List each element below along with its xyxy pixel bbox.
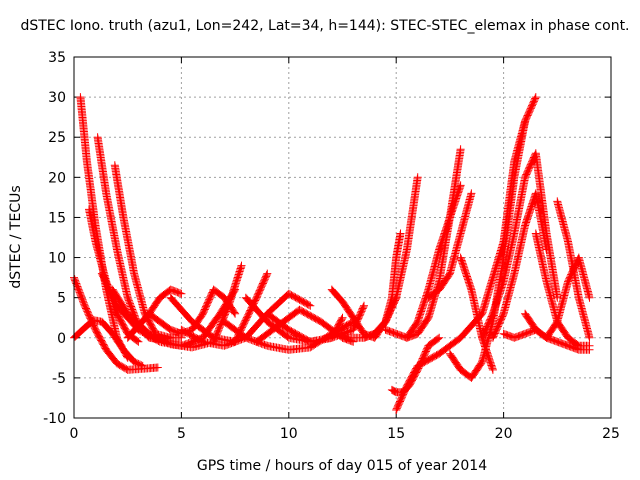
chart-title: dSTEC Iono. truth (azu1, Lon=242, Lat=34… [20, 18, 629, 34]
y-tick-label: 0 [57, 331, 66, 347]
series-layer [70, 93, 594, 414]
series-arc-32 [553, 197, 594, 342]
x-tick-label: 10 [280, 426, 298, 442]
x-tick-label: 5 [177, 426, 186, 442]
series-points [381, 145, 465, 342]
series-arc-16 [263, 309, 347, 346]
series-points [424, 189, 476, 302]
series-arc-24 [424, 189, 476, 302]
x-tick-label: 20 [495, 426, 513, 442]
y-axis-label: dSTEC / TECUs [8, 185, 24, 288]
x-axis-label: GPS time / hours of day 015 of year 2014 [197, 458, 487, 474]
series-arc-19 [360, 173, 422, 342]
series-arc-3 [93, 133, 175, 344]
x-tick-label: 25 [602, 426, 620, 442]
y-tick-label: 5 [57, 291, 66, 307]
y-tick-label: 20 [48, 170, 66, 186]
y-tick-label: 10 [48, 251, 66, 267]
y-tick-label: -10 [43, 411, 66, 427]
series-points [402, 181, 465, 342]
x-tick-label: 0 [70, 426, 79, 442]
series-points [531, 229, 594, 350]
y-tick-label: 30 [48, 90, 66, 106]
y-tick-label: 15 [48, 210, 66, 226]
series-arc-23 [402, 181, 465, 342]
series-points [93, 133, 175, 344]
series-arc-31 [531, 229, 594, 350]
x-tick-label: 15 [387, 426, 405, 442]
series-points [553, 197, 594, 342]
series-points [360, 173, 422, 342]
axis-ticks: 0 5 10 15 20 25 -10 -5 0 5 10 15 20 25 30 35 [43, 50, 620, 442]
series-arc-20 [381, 145, 465, 342]
plot-frame [73, 56, 612, 419]
y-tick-label: 35 [48, 50, 66, 66]
series-arc-28 [488, 189, 551, 342]
y-tick-label: 25 [48, 130, 66, 146]
y-tick-label: -5 [52, 371, 66, 387]
series-points [488, 189, 551, 342]
series-points [263, 309, 347, 346]
